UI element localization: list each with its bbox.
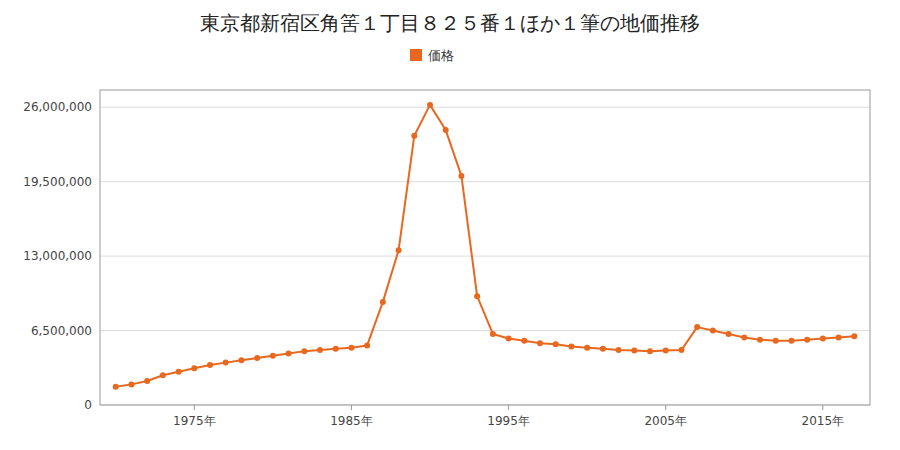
x-axis: 1975年 1985年 1995年 2005年 2015年 [173, 405, 844, 428]
background [0, 0, 900, 450]
marker [773, 338, 779, 344]
marker [333, 346, 339, 352]
marker [553, 341, 559, 347]
y-tick-label: 19,500,000 [23, 175, 92, 189]
marker [521, 338, 527, 344]
marker [804, 337, 810, 343]
marker [741, 334, 747, 340]
marker [207, 362, 213, 368]
legend: 価格 [410, 48, 454, 63]
line [116, 105, 855, 387]
marker [317, 347, 323, 353]
marker [506, 336, 512, 342]
marker [254, 355, 260, 361]
marker [537, 340, 543, 346]
marker [788, 338, 794, 344]
marker [364, 342, 370, 348]
marker [270, 353, 276, 359]
y-tick-label: 26,000,000 [23, 100, 92, 114]
y-axis: 0 6,500,000 13,000,000 19,500,000 26,000,000 [23, 100, 870, 412]
x-tick [508, 405, 509, 410]
marker [851, 333, 857, 339]
plot-data [113, 102, 858, 390]
x-tick-label: 2015年 [802, 414, 845, 428]
x-tick [822, 405, 823, 410]
marker [678, 347, 684, 353]
marker [726, 331, 732, 337]
x-tick [665, 405, 666, 410]
marker [616, 347, 622, 353]
marker [647, 348, 653, 354]
legend-swatch [410, 49, 422, 61]
marker [113, 384, 119, 390]
marker [836, 334, 842, 340]
y-tick-label: 13,000,000 [23, 249, 92, 263]
grid-line [100, 107, 870, 108]
marker [710, 328, 716, 334]
marker [600, 346, 606, 352]
legend-label: 価格 [428, 48, 454, 63]
marker [160, 372, 166, 378]
marker [411, 133, 417, 139]
marker [458, 173, 464, 179]
marker [694, 324, 700, 330]
y-tick-label: 6,500,000 [31, 324, 92, 338]
x-tick [351, 405, 352, 410]
marker [584, 345, 590, 351]
marker [568, 344, 574, 350]
marker [443, 127, 449, 133]
marker [396, 247, 402, 253]
marker [820, 336, 826, 342]
chart: 東京都新宿区角筈１丁目８２５番１ほか１筆の地価推移 0 6,500,000 13,00… [0, 0, 900, 450]
x-tick [194, 405, 195, 410]
marker [286, 350, 292, 356]
marker [223, 360, 229, 366]
marker [348, 345, 354, 351]
marker [176, 369, 182, 375]
marker [301, 348, 307, 354]
marker [474, 293, 480, 299]
marker [128, 381, 134, 387]
marker [427, 102, 433, 108]
grid-line [100, 256, 870, 257]
grid-line [100, 330, 870, 331]
marker [191, 365, 197, 371]
x-tick-label: 1985年 [330, 414, 373, 428]
title: 東京都新宿区角筈１丁目８２５番１ほか１筆の地価推移 [200, 11, 700, 35]
x-tick-label: 1975年 [173, 414, 216, 428]
marker [631, 348, 637, 354]
marker [663, 348, 669, 354]
x-tick-label: 1995年 [487, 414, 530, 428]
x-tick-label: 2005年 [644, 414, 687, 428]
grid-line [100, 181, 870, 182]
marker [144, 378, 150, 384]
plot-frame [100, 90, 870, 405]
marker [490, 331, 496, 337]
marker [757, 337, 763, 343]
marker [238, 357, 244, 363]
marker [380, 299, 386, 305]
y-tick-label: 0 [84, 398, 92, 412]
